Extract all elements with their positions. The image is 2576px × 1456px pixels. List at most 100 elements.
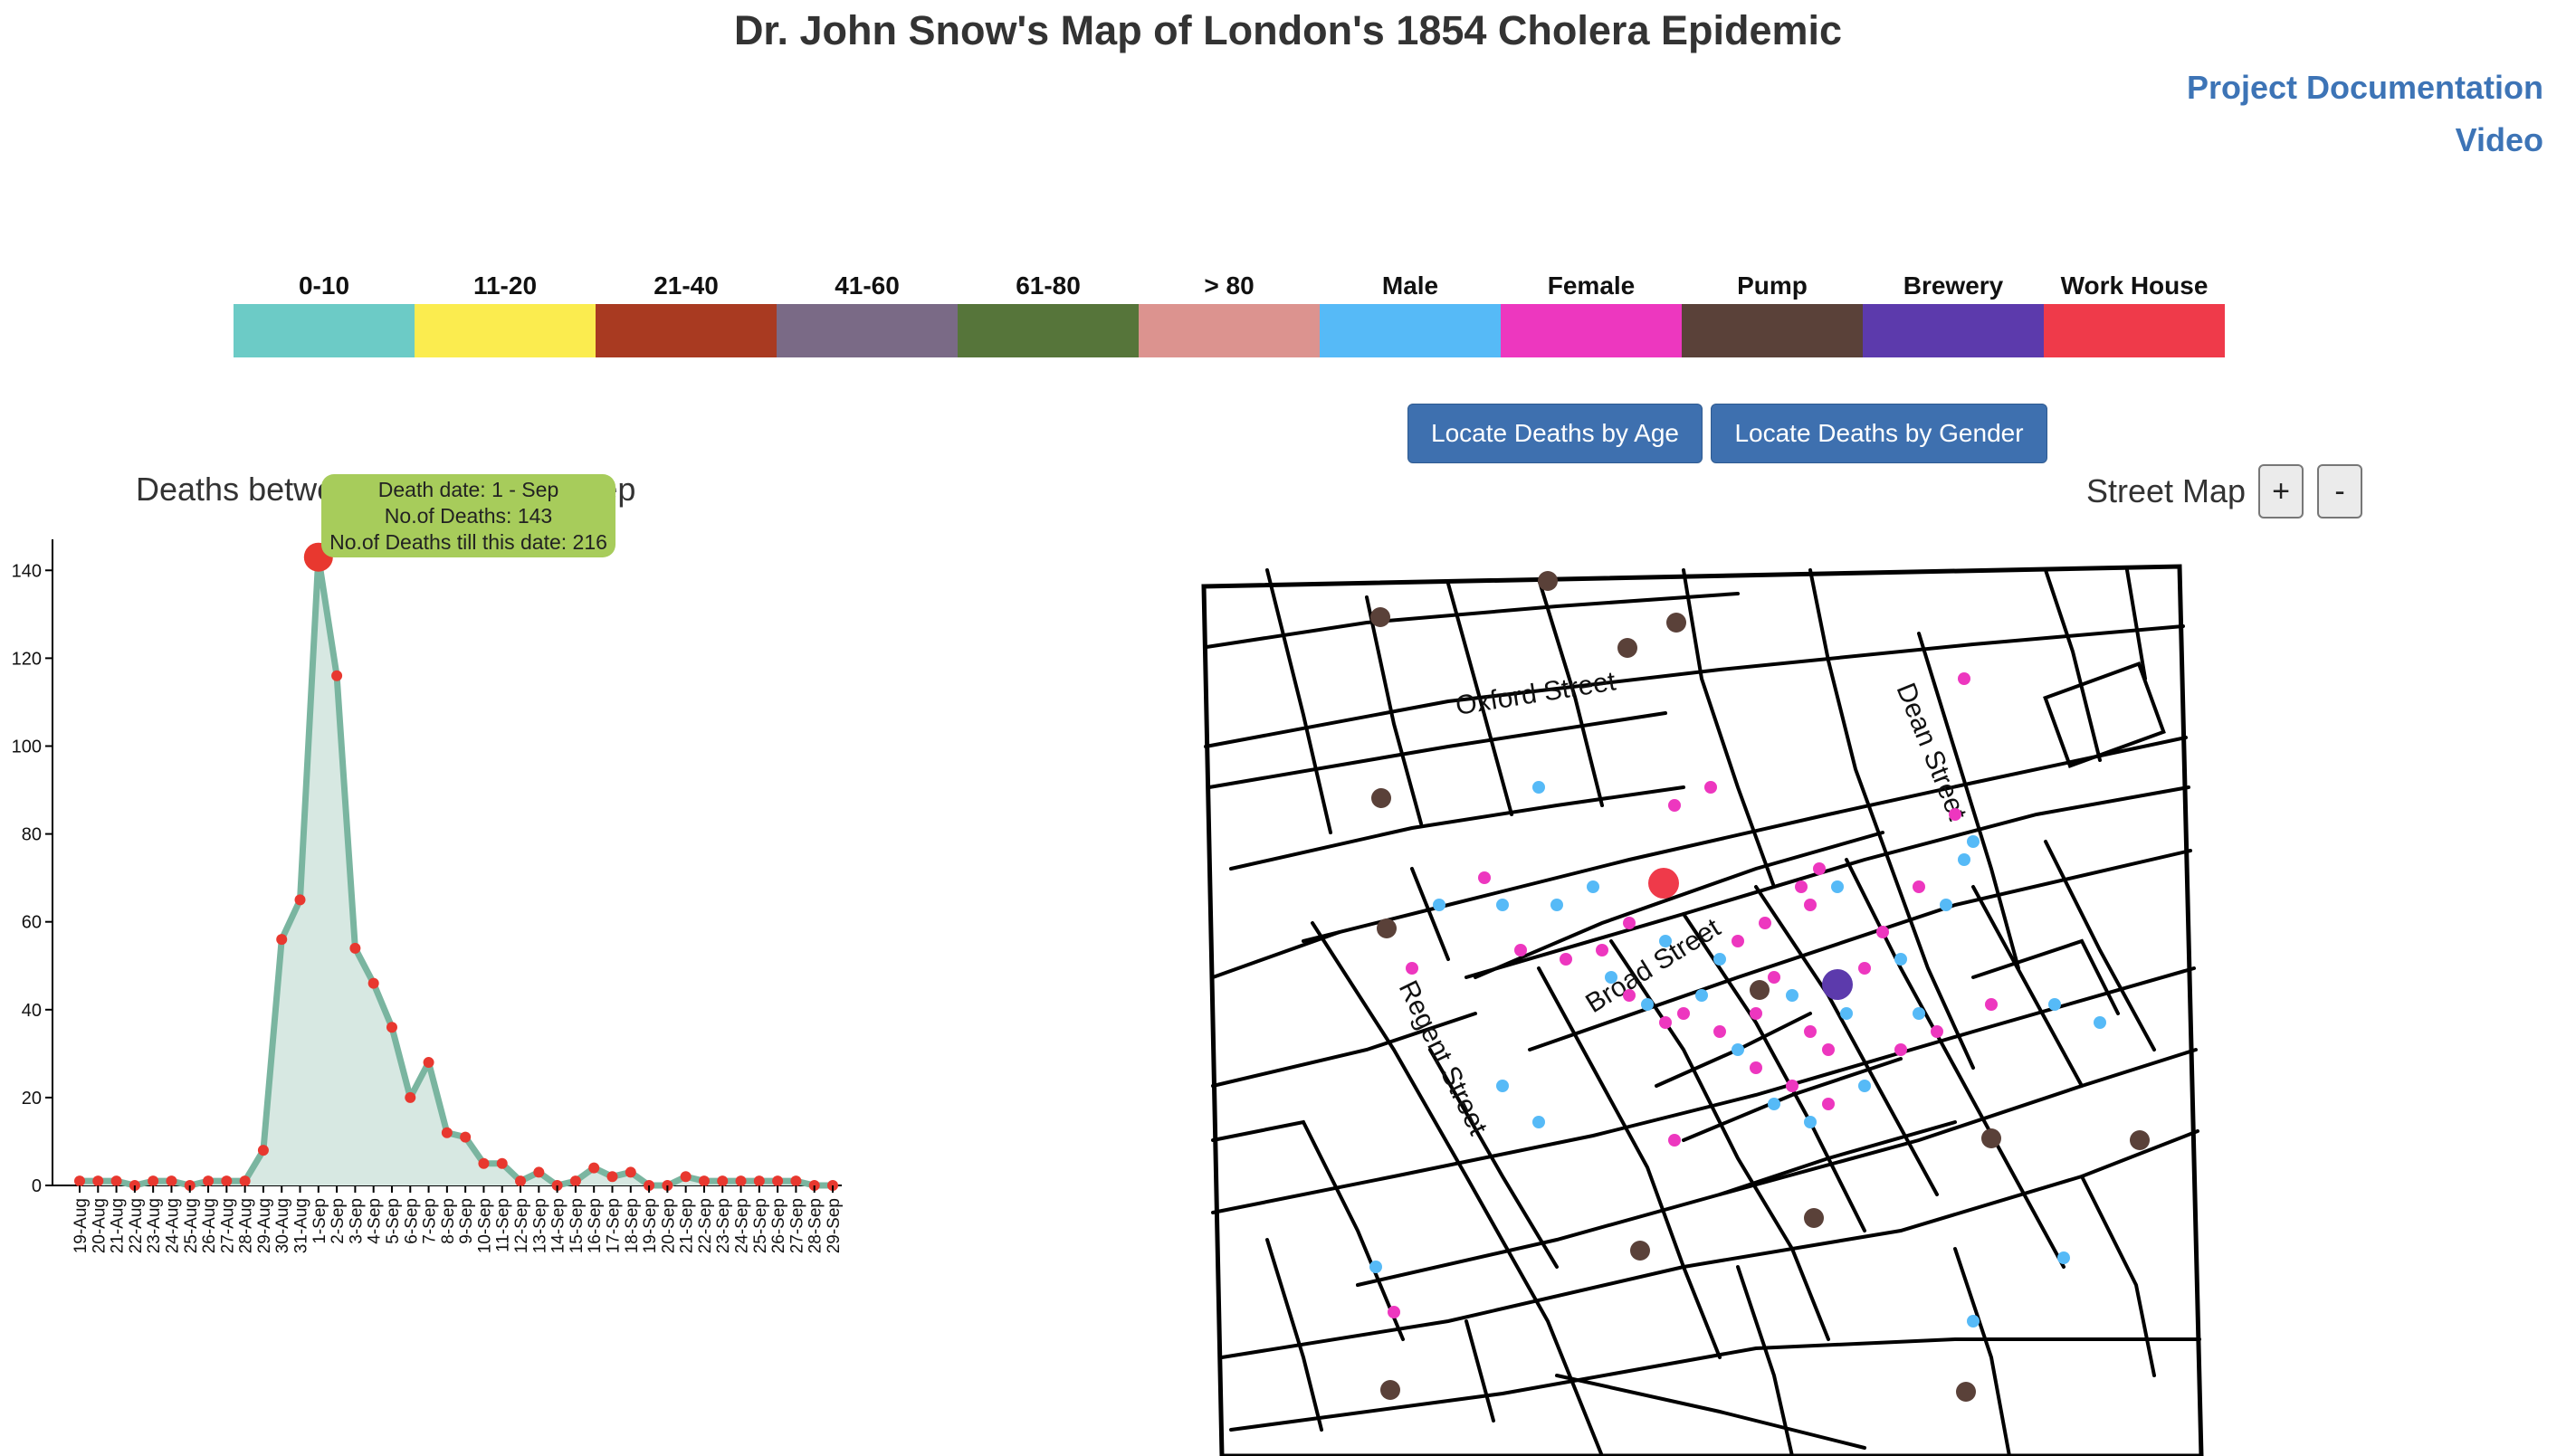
legend-item-pump: Pump [1682,271,1863,358]
death-dot-male [1913,1007,1925,1020]
x-tick-label: 29-Sep [825,1198,844,1253]
x-tick-label: 9-Sep [457,1198,476,1244]
series-line [80,554,833,1189]
street [1528,849,2192,1052]
legend-swatch [415,304,596,357]
death-dot-male [1641,998,1654,1011]
legend-item-brewery: Brewery [1863,271,2044,358]
x-tick-label: 11-Sep [494,1198,513,1252]
death-dot-female [1623,917,1636,929]
tooltip-cumulative: No.of Deaths till this date: 216 [329,530,607,554]
pump-icon [1981,1128,2001,1148]
data-point [515,1175,527,1187]
dean-street-label: Dean Street [1891,679,1973,824]
street [1229,1337,2201,1432]
x-tick-label: 4-Sep [366,1198,385,1244]
oxford-street [1204,624,2185,748]
death-dot-female [1813,862,1826,875]
data-point [478,1157,490,1169]
x-tick-label: 25-Aug [182,1198,201,1253]
street [1682,912,1866,1232]
death-dot-female [1623,989,1636,1002]
street [1211,930,1341,979]
data-point [441,1127,453,1138]
street [1736,1265,1794,1456]
street [1211,1119,1405,1341]
death-dot-female [1750,1061,1762,1074]
y-tick-label: 120 [12,649,42,669]
street [1537,966,1722,1359]
x-tick-label: 30-Aug [273,1198,292,1253]
x-tick-label: 22-Aug [127,1198,146,1253]
death-dot-female [1659,1016,1672,1029]
x-tick-label: 16-Sep [586,1198,605,1253]
legend-label: Female [1547,271,1636,300]
zoom-in-button[interactable]: + [2258,464,2304,519]
legend-item-age-0-10: 0-10 [234,271,415,358]
street [1205,592,1740,649]
regent-street [1311,921,1604,1456]
data-point [203,1175,215,1187]
legend-label: 21-40 [654,271,719,300]
death-dot-male [1768,1098,1780,1110]
project-documentation-link[interactable]: Project Documentation [2186,69,2543,106]
death-dot-female [1668,799,1681,812]
data-point [735,1175,747,1187]
legend-item-age-over-80: > 80 [1139,271,1320,358]
chart-tooltip: Death date: 1 - Sep No.of Deaths: 143 No… [321,474,615,557]
y-tick-label: 60 [22,913,42,933]
legend-label: 61-80 [1016,271,1081,300]
x-tick-label: 13-Sep [530,1198,549,1253]
deaths-timeline-chart[interactable]: 0 20 40 60 80 100 120 140 19-Aug 20-Aug 21-Aug 22-A… [0,516,869,1276]
death-dot-female [1759,917,1771,929]
x-tick-label: 24-Sep [733,1198,752,1253]
legend-item-age-11-20: 11-20 [415,271,596,358]
death-dot-male [1532,781,1545,794]
street [1465,1319,1495,1423]
death-dot-male [1532,1116,1545,1128]
death-dot-female [1804,1025,1817,1038]
data-point [698,1175,710,1187]
data-point [569,1175,581,1187]
death-dot-female [1822,1043,1835,1056]
video-link[interactable]: Video [2455,121,2543,158]
locate-deaths-by-gender-button[interactable]: Locate Deaths by Gender [1711,404,2047,463]
legend-swatch [2044,304,2225,357]
x-tick-label: 15-Sep [568,1198,587,1253]
data-point [74,1175,85,1187]
brewery-icon [1822,969,1853,1000]
street [1953,1247,2011,1456]
death-dot-female [1750,1007,1762,1020]
data-point [148,1175,159,1187]
page-title: Dr. John Snow's Map of London's 1854 Cho… [733,7,1843,53]
street [1971,938,2120,1015]
street [1609,939,1830,1341]
legend-swatch [1320,304,1501,357]
data-point [606,1171,618,1183]
x-tick-label: 18-Sep [623,1198,642,1253]
legend-item-female: Female [1501,271,1682,358]
legend-item-male: Male [1320,271,1501,358]
zoom-out-button[interactable]: - [2317,464,2362,519]
street [1754,885,1939,1196]
death-dot-female [1822,1098,1835,1110]
data-point [110,1175,122,1187]
street [1410,867,1450,961]
street [1207,711,1667,789]
death-dot-female [1388,1306,1400,1318]
locate-deaths-by-age-button[interactable]: Locate Deaths by Age [1407,404,1703,463]
street [2080,1175,2156,1377]
death-dot-female [1560,953,1572,966]
street-map-title: Street Map [2086,472,2247,509]
pump-icon [1371,788,1391,808]
data-point [753,1175,765,1187]
pump-icon [1370,607,1390,627]
death-dot-female [1795,880,1808,893]
legend-swatch [1139,304,1320,357]
street [1682,568,1776,889]
street [1446,582,1513,816]
legend-item-age-21-40: 21-40 [596,271,777,358]
death-dot-male [1433,899,1445,911]
street-map[interactable]: Oxford Street Dean Street Broad Street R… [1177,543,2245,1456]
death-dot-male [1786,989,1798,1002]
